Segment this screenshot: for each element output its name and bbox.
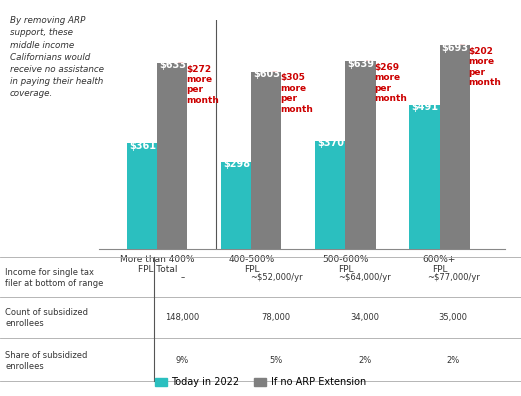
Text: $305
more
per
month: $305 more per month [280, 73, 314, 114]
Text: ~$64,000/yr: ~$64,000/yr [338, 274, 391, 282]
Text: $639: $639 [347, 59, 374, 69]
Text: 5%: 5% [269, 356, 283, 365]
Legend: Today in 2022, If no ARP Extension: Today in 2022, If no ARP Extension [151, 373, 370, 391]
Text: $272
more
per
month: $272 more per month [187, 65, 219, 105]
Text: By removing ARP
support, these
middle income
Californians would
receive no assis: By removing ARP support, these middle in… [10, 16, 104, 98]
Text: ~$52,000/yr: ~$52,000/yr [250, 274, 303, 282]
Bar [345, 61, 376, 249]
Text: 78,000: 78,000 [262, 313, 291, 322]
Text: $693: $693 [441, 43, 468, 53]
Text: $361: $361 [129, 141, 156, 150]
Text: Share of subsidized
enrollees: Share of subsidized enrollees [5, 350, 88, 371]
Bar [410, 105, 440, 249]
Text: $603: $603 [253, 69, 280, 79]
Text: Income for single tax
filer at bottom of range: Income for single tax filer at bottom of… [5, 268, 104, 288]
Bar [127, 143, 157, 249]
Bar [157, 63, 188, 249]
Text: $202
more
per
month: $202 more per month [469, 47, 502, 87]
Bar [315, 141, 345, 249]
Bar [440, 46, 469, 249]
Text: $370: $370 [317, 138, 344, 148]
Text: 148,000: 148,000 [165, 313, 200, 322]
Text: 2%: 2% [446, 356, 460, 365]
Bar [251, 72, 281, 249]
Text: $633: $633 [159, 61, 186, 70]
Text: 9%: 9% [176, 356, 189, 365]
Text: 2%: 2% [358, 356, 371, 365]
Text: $298: $298 [223, 159, 250, 169]
Text: $269
more
per
month: $269 more per month [375, 63, 407, 103]
Bar [221, 162, 251, 249]
Text: Count of subsidized
enrollees: Count of subsidized enrollees [5, 308, 88, 328]
Text: ~$77,000/yr: ~$77,000/yr [427, 274, 480, 282]
Text: 35,000: 35,000 [439, 313, 468, 322]
Text: 34,000: 34,000 [350, 313, 379, 322]
Text: $491: $491 [411, 102, 438, 112]
Text: –: – [180, 274, 184, 282]
